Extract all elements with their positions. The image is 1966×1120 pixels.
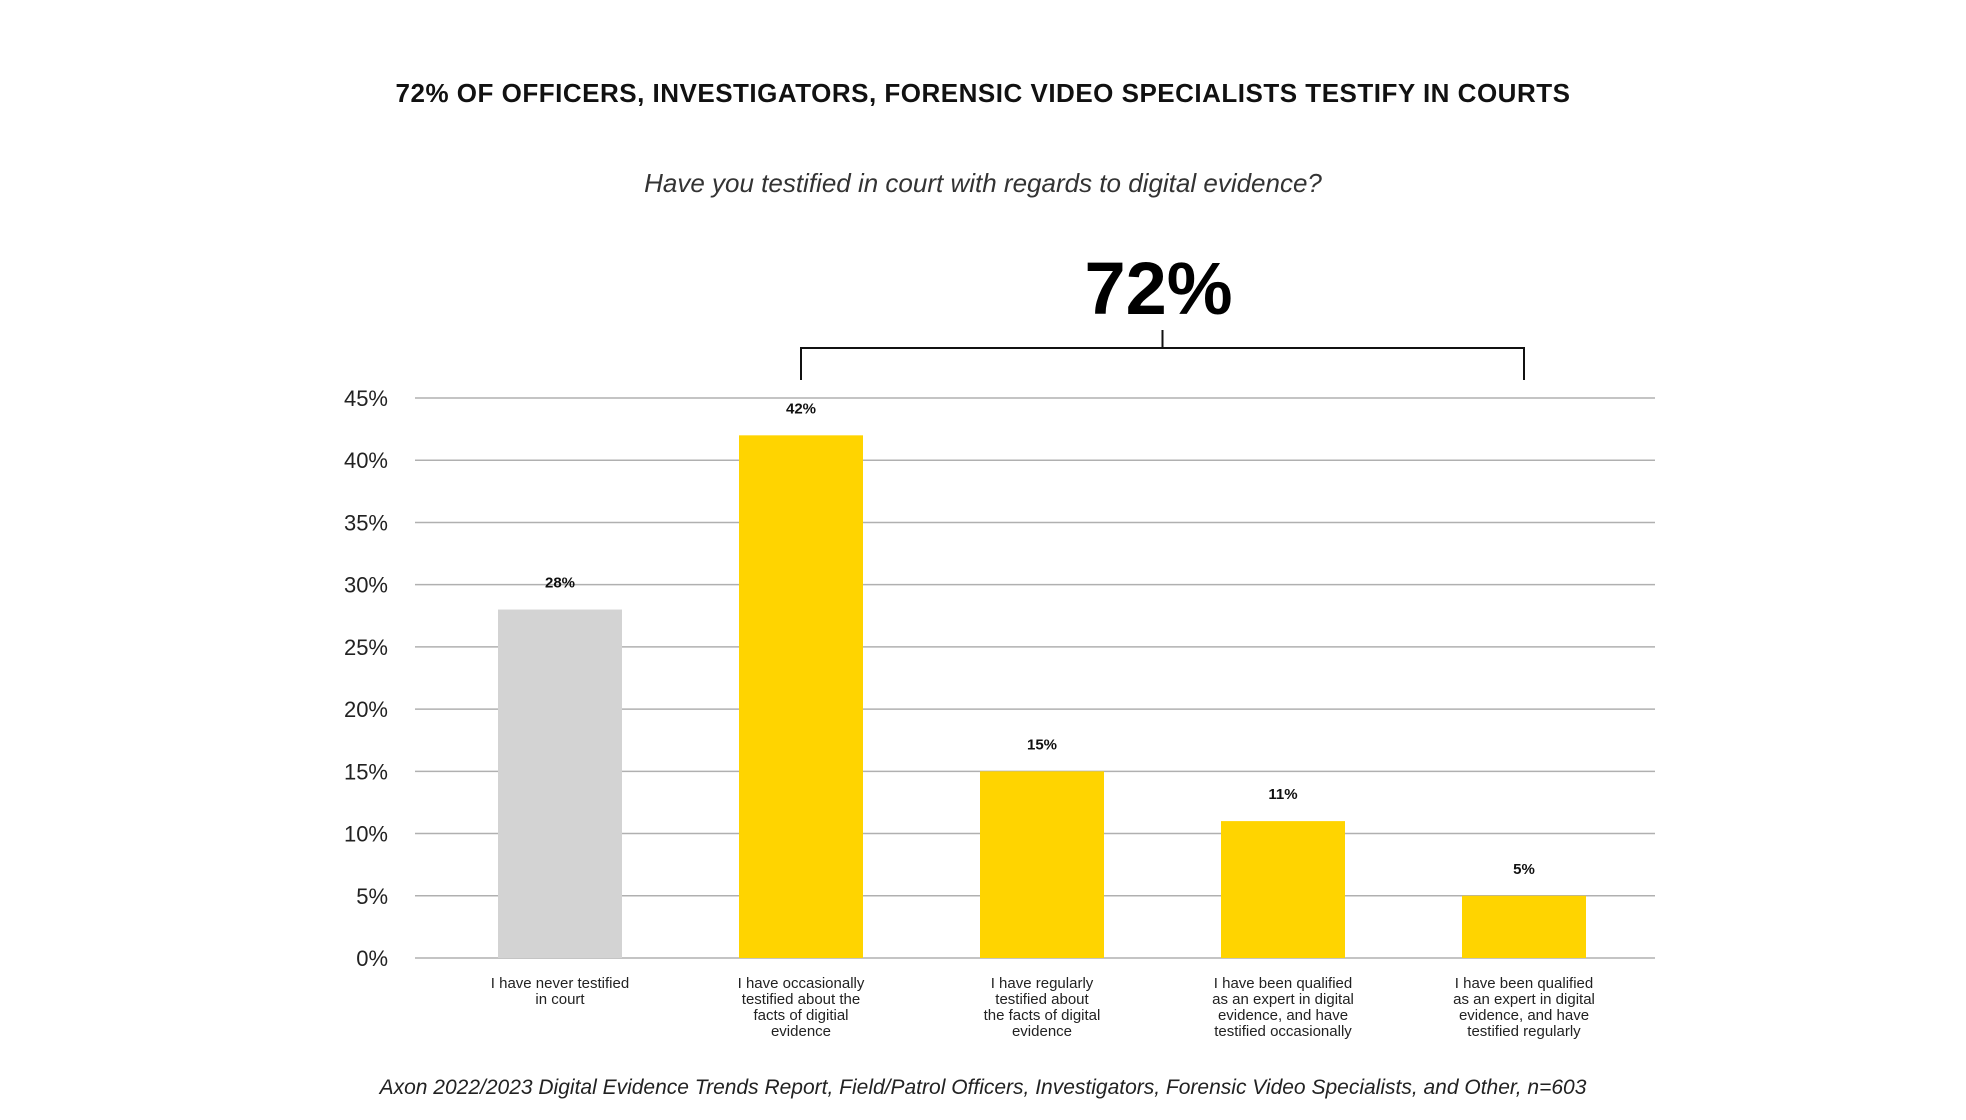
y-axis-tick-labels: 0% 5% 10% 15% 20% 25% 30% 35% 40% 45% xyxy=(344,386,388,971)
category-label-line: I have been qualified xyxy=(1455,975,1593,992)
bar xyxy=(1462,895,1586,958)
category-label-line: as an expert in digital xyxy=(1453,991,1595,1008)
chart-title: 72% OF OFFICERS, INVESTIGATORS, FORENSIC… xyxy=(395,78,1571,108)
y-tick-label: 15% xyxy=(344,759,388,784)
y-tick-label: 45% xyxy=(344,386,388,411)
bar-value-label: 15% xyxy=(1027,736,1057,753)
bar xyxy=(980,771,1104,958)
bar-value-label: 5% xyxy=(1513,861,1535,878)
y-tick-label: 25% xyxy=(344,635,388,660)
category-label-line: testified regularly xyxy=(1467,1023,1581,1040)
category-label-line: I have never testified xyxy=(491,975,629,992)
bar xyxy=(1221,821,1345,958)
y-tick-label: 35% xyxy=(344,510,388,535)
category-label-line: I have occasionally xyxy=(738,975,865,992)
y-tick-label: 40% xyxy=(344,448,388,473)
bracket-total-label: 72% xyxy=(1084,247,1232,330)
bar-value-label: 42% xyxy=(786,400,816,417)
category-label: I have occasionally testified about the fa… xyxy=(738,975,865,1040)
y-tick-label: 20% xyxy=(344,697,388,722)
category-label-line: evidence xyxy=(771,1023,831,1040)
category-labels: I have never testified in court I have occ… xyxy=(491,975,1595,1040)
bar xyxy=(739,435,863,958)
source-note: Axon 2022/2023 Digital Evidence Trends R… xyxy=(379,1076,1587,1099)
category-label: I have been qualified as an expert in dig… xyxy=(1453,975,1595,1040)
category-label-line: I have been qualified xyxy=(1214,975,1352,992)
category-label-line: facts of digitial xyxy=(753,1007,848,1024)
category-label-line: evidence, and have xyxy=(1459,1007,1589,1024)
y-tick-label: 5% xyxy=(356,884,388,909)
category-label-line: evidence xyxy=(1012,1023,1072,1040)
category-label-line: testified about xyxy=(995,991,1089,1008)
category-label: I have regularly testified about the facts… xyxy=(984,975,1101,1040)
value-labels: 28% 42% 15% 11% 5% xyxy=(545,400,1535,877)
bars xyxy=(498,435,1586,958)
category-label: I have never testified in court xyxy=(491,975,629,1008)
bar-value-label: 11% xyxy=(1268,786,1297,803)
category-label-line: the facts of digital xyxy=(984,1007,1101,1024)
category-label-line: testified occasionally xyxy=(1214,1023,1352,1040)
category-label-line: testified about the xyxy=(742,991,860,1008)
chart-subtitle: Have you testified in court with regards… xyxy=(644,168,1322,198)
category-label-line: in court xyxy=(535,991,585,1008)
bar-value-label: 28% xyxy=(545,575,575,592)
y-tick-label: 0% xyxy=(356,946,388,971)
category-label-line: as an expert in digital xyxy=(1212,991,1354,1008)
y-tick-label: 30% xyxy=(344,573,388,598)
category-label-line: evidence, and have xyxy=(1218,1007,1348,1024)
bracket-annotation: 72% xyxy=(800,247,1525,380)
category-label: I have been qualified as an expert in dig… xyxy=(1212,975,1354,1040)
y-tick-label: 10% xyxy=(344,822,388,847)
category-label-line: I have regularly xyxy=(991,975,1094,992)
bar xyxy=(498,609,622,958)
bracket-line xyxy=(800,347,1525,380)
